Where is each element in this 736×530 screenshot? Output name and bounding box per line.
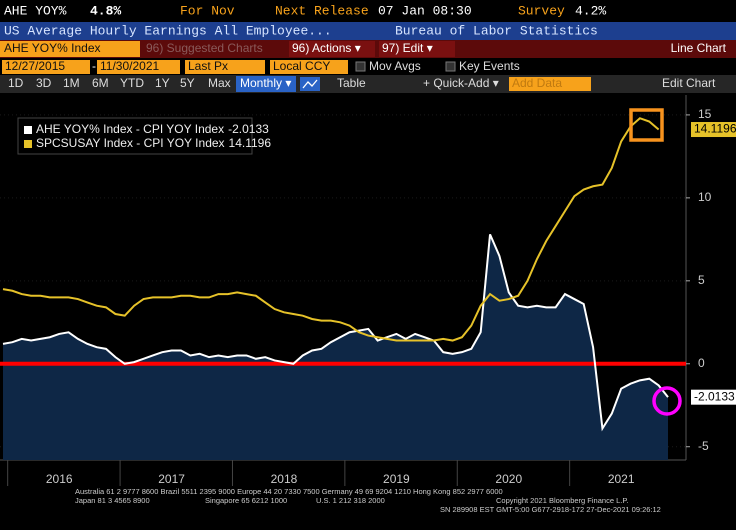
view-name: Line Chart	[671, 41, 727, 55]
range-button[interactable]: 1M	[63, 76, 80, 90]
range-button[interactable]: 1Y	[155, 76, 170, 90]
range-button[interactable]: Max	[208, 76, 231, 90]
survey-label: Survey	[518, 3, 565, 18]
footer-session: SN 289908 EST GMT-5:00 G677-2918-172 27-…	[440, 505, 661, 514]
legend-name: SPCSUSAY Index - CPI YOY Index	[36, 136, 225, 150]
period: For Nov	[180, 3, 235, 18]
next-release: 07 Jan 08:30	[378, 3, 472, 18]
field[interactable]: Last Px	[188, 59, 228, 73]
edit-chart[interactable]: Edit Chart	[662, 76, 716, 90]
legend-swatch	[24, 140, 32, 148]
quick-add[interactable]: + Quick-Add ▾	[423, 76, 499, 90]
legend-value: -2.0133	[228, 122, 269, 136]
edit-button[interactable]: 97) Edit ▾	[382, 41, 433, 55]
source: Bureau of Labor Statistics	[395, 23, 598, 38]
last-value-label: 14.1196	[694, 122, 736, 136]
end-date-field[interactable]	[97, 60, 180, 74]
start-date-field[interactable]	[2, 60, 90, 74]
y-tick-label: 0	[698, 356, 705, 370]
start-date[interactable]: 12/27/2015	[5, 59, 65, 73]
y-tick-label: -5	[698, 439, 709, 453]
legend-entry: SPCSUSAY Index - CPI YOY Index 14.1196	[36, 136, 271, 150]
description-bar	[0, 22, 736, 40]
description: US Average Hourly Earnings All Employee.…	[4, 23, 332, 38]
currency-box[interactable]	[270, 60, 348, 74]
annotations	[629, 108, 682, 416]
chart-style-glyph	[302, 79, 318, 89]
x-tick-label: 2019	[383, 472, 410, 486]
mov-avgs[interactable]: Mov Avgs	[369, 59, 421, 73]
last-value-label: -2.0133	[694, 389, 735, 403]
area	[3, 234, 668, 460]
security-box[interactable]	[0, 41, 140, 57]
x-tick-label: 2017	[158, 472, 185, 486]
last-value: 4.8%	[90, 3, 121, 18]
range-button[interactable]: YTD	[120, 76, 144, 90]
last-value-box	[691, 389, 736, 405]
next-release-label: Next Release	[275, 3, 369, 18]
footer-contacts: U.S. 1 212 318 2000	[316, 496, 385, 505]
footer-contacts: Australia 61 2 9777 8600 Brazil 5511 239…	[75, 487, 503, 496]
footer-contacts: Singapore 65 6212 1000	[205, 496, 287, 505]
key-events[interactable]: Key Events	[459, 59, 520, 73]
range-button[interactable]: 6M	[92, 76, 109, 90]
range-button[interactable]: 3D	[36, 76, 52, 90]
actions-button-bg[interactable]	[289, 41, 375, 57]
highlight-box	[629, 108, 664, 142]
y-tick-label: 10	[698, 190, 712, 204]
field-box[interactable]	[185, 60, 265, 74]
x-tick-label: 2020	[495, 472, 522, 486]
legend-swatch	[24, 126, 32, 134]
footer-copyright: Copyright 2021 Bloomberg Finance L.P.	[496, 496, 628, 505]
toolbar	[0, 75, 736, 93]
end-date[interactable]: 11/30/2021	[100, 59, 159, 73]
footer-contacts: Japan 81 3 4565 8900	[75, 496, 150, 505]
x-tick-label: 2016	[46, 472, 73, 486]
range-button[interactable]: 5Y	[180, 76, 195, 90]
date-separator: -	[92, 59, 96, 73]
range-button[interactable]: 1D	[8, 76, 24, 90]
add-data[interactable]: Add Data	[512, 76, 562, 90]
currency[interactable]: Local CCY	[273, 59, 330, 73]
legend-name: AHE YOY% Index - CPI YOY Index	[36, 122, 224, 136]
frequency[interactable]: Monthly ▾	[240, 76, 291, 90]
series-line	[2, 117, 660, 342]
security[interactable]: AHE YOY% Index	[4, 41, 101, 55]
legend-value: 14.1196	[229, 136, 272, 150]
ticker: AHE YOY%	[4, 3, 67, 18]
frequency-box[interactable]	[236, 76, 296, 92]
series-line	[2, 233, 669, 432]
x-tick-label: 2018	[271, 472, 298, 486]
highlight-circle	[652, 386, 682, 416]
x-tick-label: 2021	[608, 472, 635, 486]
edit-button-bg[interactable]	[379, 41, 455, 57]
suggested-charts[interactable]: 96) Suggested Charts	[146, 41, 263, 55]
legend-entry: AHE YOY% Index - CPI YOY Index -2.0133	[36, 122, 269, 136]
actions-button[interactable]: 96) Actions ▾	[292, 41, 361, 55]
legend-box	[17, 117, 253, 155]
table-button[interactable]: Table	[337, 76, 366, 90]
legend: AHE YOY% Index - CPI YOY Index -2.0133SPC…	[17, 117, 271, 155]
survey: 4.2%	[575, 3, 606, 18]
last-value-box	[691, 122, 736, 138]
y-tick-label: 5	[698, 273, 705, 287]
checkbox[interactable]	[445, 61, 456, 72]
y-tick-label: 15	[698, 107, 712, 121]
checkbox[interactable]	[355, 61, 366, 72]
add-data-field[interactable]	[509, 77, 591, 91]
